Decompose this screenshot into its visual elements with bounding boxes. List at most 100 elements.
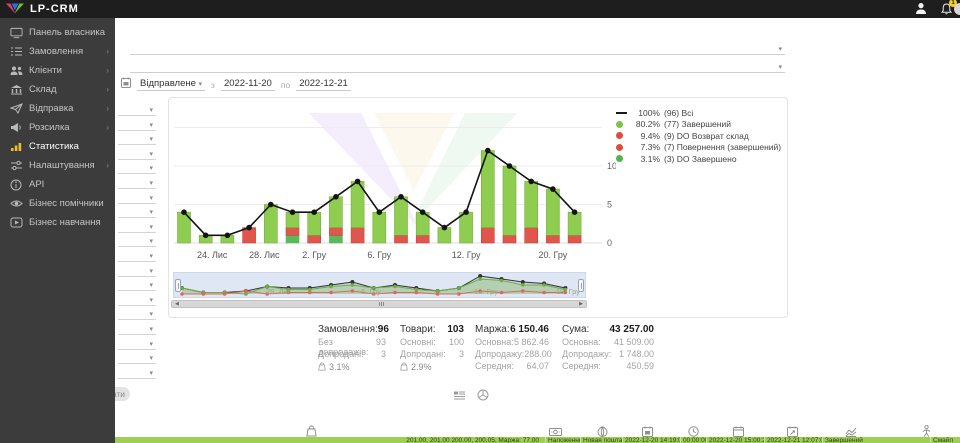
bag-icon[interactable] [306,424,317,442]
scroll-left-icon[interactable]: ◀ [175,301,179,307]
legend-item-0[interactable]: 100% (96) Всі [616,107,781,119]
chevron-down-icon: ▾ [149,150,153,158]
svg-text:0: 0 [607,238,612,248]
navigator-right-handle[interactable] [578,279,584,292]
mini-filter-select-8[interactable]: ▾ [118,205,156,219]
legend-item-3[interactable]: 7.3% (7) Повернення (завершений) [616,142,781,154]
summary-title-label: Замовлення: [318,324,378,335]
logo-watermark-icon [299,103,529,243]
sidebar-item-mailing[interactable]: Розсилка › [0,118,115,137]
mini-filter-select-1[interactable]: ▾ [118,103,156,116]
table-row[interactable]: 201.00, 201.00 200.00, 200.05, Маржа: 77… [115,437,960,443]
filter-select-2[interactable]: ▾ [130,60,785,73]
legend-item-1[interactable]: 80.2% (77) Завершений [616,119,781,131]
mini-filter-select-10[interactable]: ▾ [118,234,156,248]
sidebar-item-business-helpers[interactable]: Бізнес помічники [0,194,115,213]
user-icon[interactable] [915,2,927,20]
pie-view-icon[interactable] [477,388,489,406]
mini-filter-select-15[interactable]: ▾ [118,307,156,321]
summary-sub-row: Основні: 100 [400,337,464,347]
sidebar-item-orders[interactable]: Замовлення › [0,42,115,61]
summary-sub-row: Середня: 450.59 [562,361,654,371]
date-type-select[interactable]: Відправлене ▾ [137,78,206,91]
calendar2-icon[interactable] [733,424,744,442]
chevron-down-icon: ▾ [149,267,153,275]
avatar[interactable] [954,3,960,15]
chevron-down-icon: ▾ [149,326,153,333]
summary-sub-row: Допродані: 3 [400,349,464,359]
navigator-left-handle[interactable] [175,279,181,292]
mini-filter-select-18[interactable]: ▾ [118,351,156,365]
summary-title-value: 43 257.00 [609,324,655,335]
sidebar-item-business-training[interactable]: Бізнес навчання [0,213,115,232]
bell-icon[interactable]: 1 [941,0,957,20]
scroll-right-icon[interactable]: ▶ [579,301,583,307]
sidebar-item-warehouse[interactable]: Склад › [0,80,115,99]
mini-filter-select-12[interactable]: ▾ [118,264,156,277]
chevron-down-icon: ▾ [149,107,153,114]
date-from-field[interactable]: 2022-11-20 [220,78,275,91]
mini-filter-select-17[interactable]: ▾ [118,337,156,350]
mini-filter-select-11[interactable]: ▾ [118,249,156,262]
statistics-chart-card: 0 5 10 24. Лис 28. Лис 2. Гру 6. Гру 12. Гру 20.… [168,97,788,318]
svg-text:6. Гру: 6. Гру [367,250,391,260]
summary-title-value: 103 [447,324,464,335]
brand-text: LP-CRM [30,2,79,15]
summary-sub-row: Допродажу: 288.00 [475,349,552,359]
mini-filter-select-4[interactable]: ▾ [118,147,156,160]
calendar-icon[interactable] [642,424,653,442]
brand-logo[interactable]: LP-CRM [5,2,79,15]
sidebar-item-api[interactable]: API [0,175,115,194]
chevron-down-icon: ▾ [149,282,153,290]
info-icon [8,179,24,191]
mini-filter-select-2[interactable]: ▾ [118,118,156,131]
gift-icon[interactable] [597,424,608,442]
legend-percent: 100% [638,107,660,118]
scrollbar-grip[interactable] [379,302,384,306]
sidebar-item-label: Клієнти [29,65,62,76]
sidebar-item-owner-panel[interactable]: Панель власника [0,23,115,42]
chevron-down-icon: ▾ [149,238,153,246]
statistics-icon [8,141,24,152]
legend-percent: 9.4% [640,130,660,141]
sidebar-item-label: Замовлення [29,46,84,57]
mini-filter-select-6[interactable]: ▾ [118,176,156,189]
legend-dot-swatch [616,120,630,128]
chevron-right-icon: › [106,85,109,94]
summary-title: Маржа: 6 150.46 [475,324,549,337]
calendar-export-icon[interactable] [787,424,798,442]
sidebar-item-clients[interactable]: Клієнти › [0,61,115,80]
mini-filter-select-16[interactable]: ▾ [118,322,156,335]
list-view-icon[interactable] [453,388,466,406]
sidebar: Панель власника Замовлення › Клієнти › Склад ›… [0,18,115,443]
sidebar-item-statistics[interactable]: Статистика [0,137,115,156]
table-cell: Новая пошта [580,437,622,443]
summary-sub-row: Основна: 5 862.46 [475,337,549,347]
mini-filter-select-9[interactable]: ▾ [118,220,156,233]
mini-filter-select-19[interactable]: ▾ [118,366,156,379]
date-to-field[interactable]: 2022-12-21 [296,78,351,91]
navigator-scrollbar[interactable]: ◀ ▶ [171,300,587,308]
area-chart-icon[interactable] [845,424,857,442]
chevron-down-icon: ▾ [149,253,153,260]
filter-select-1[interactable]: ▾ [130,42,785,55]
legend-item-2[interactable]: 9.4% (9) DO Возврат склад [616,130,781,142]
legend-percent: 80.2% [635,119,660,130]
mini-filter-select-13[interactable]: ▾ [118,278,156,292]
mini-filter-select-5[interactable]: ▾ [118,161,156,175]
to-preposition: по [280,80,291,90]
legend-item-4[interactable]: 3.1% (3) DO Завершено [616,153,781,165]
banknote-icon[interactable] [549,424,562,442]
chevron-down-icon: ▾ [149,355,153,363]
summary-sub-row: Допродані: 3 [318,349,386,359]
clock-icon[interactable] [688,424,699,442]
mini-filter-select-14[interactable]: ▾ [118,293,156,306]
svg-text:12. Гру: 12. Гру [452,250,481,260]
sidebar-item-shipping[interactable]: Відправка › [0,99,115,118]
mini-filter-select-3[interactable]: ▾ [118,132,156,146]
chevron-right-icon: › [106,47,109,56]
mini-filter-select-7[interactable]: ▾ [118,191,156,204]
summary-upsell-percent: 3.1% [318,361,386,373]
person-icon[interactable] [922,424,931,442]
sidebar-item-settings[interactable]: Налаштування › [0,156,115,175]
